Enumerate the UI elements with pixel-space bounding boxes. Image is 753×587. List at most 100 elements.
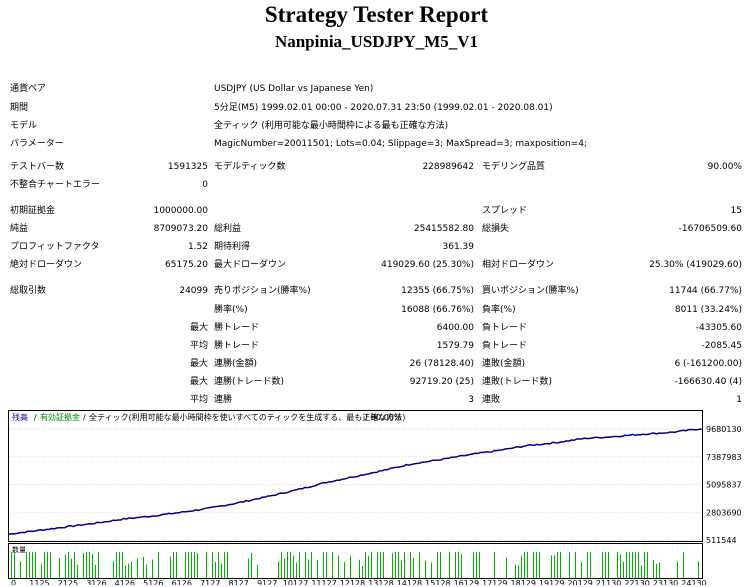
info-value-period: 5分足(M5) 1999.02.01 00:00 - 2020.07.31 23…: [214, 103, 553, 113]
volume-bar: [515, 564, 516, 578]
x-tick-label: 8127: [228, 579, 248, 585]
volume-bar: [128, 563, 129, 578]
volume-bar: [413, 557, 414, 578]
volume-bar: [602, 552, 603, 578]
volume-bar: [419, 552, 420, 578]
volume-bar: [590, 552, 591, 578]
volume-bar: [83, 553, 84, 578]
volume-bar: [494, 552, 495, 578]
balance-series-line: [8, 428, 703, 535]
volume-bar: [86, 552, 87, 578]
volume-bar: [251, 552, 252, 578]
x-tick-label: 14128: [397, 579, 422, 585]
volume-bar: [215, 561, 216, 578]
volume-bar: [461, 554, 462, 578]
x-tick-label: 16129: [454, 579, 479, 585]
volume-bar: [521, 556, 522, 578]
x-tick-label: 9127: [257, 579, 277, 585]
long-value: 11744 (66.77%): [669, 286, 742, 296]
expected-payoff-label: 期待利得: [214, 242, 251, 252]
total-trades-value: 24099: [179, 286, 208, 296]
avg-loss-trade-value: -2085.45: [701, 341, 742, 351]
x-tick-label: 11127: [311, 579, 336, 585]
volume-bar: [626, 552, 627, 578]
volume-bar: [632, 552, 633, 578]
total-trades-label: 総取引数: [10, 286, 47, 296]
volume-bar: [284, 558, 285, 578]
volume-bar: [224, 552, 225, 578]
volume-bar: [344, 562, 345, 578]
x-tick-label: 23130: [653, 579, 678, 585]
volume-bar: [68, 552, 69, 578]
info-value-parameters: MagicNumber=20011501; Lots=0.04; Slippag…: [214, 139, 587, 149]
volume-bar: [524, 552, 525, 578]
legend-quality: 90.00%: [371, 413, 402, 422]
volume-bar: [641, 565, 642, 578]
volume-bar: [536, 552, 537, 578]
volume-bar: [122, 552, 123, 578]
volume-bar: [89, 552, 90, 578]
x-tick-label: 1125: [29, 579, 49, 585]
expected-payoff-value: 361.39: [442, 242, 475, 252]
profit-factor-label: プロフィットファクタ: [10, 242, 100, 252]
volume-bar: [281, 552, 282, 578]
volume-bar: [623, 561, 624, 578]
volume-bar: [188, 552, 189, 578]
max-drawdown-value: 419029.60 (25.30%): [381, 260, 474, 270]
volume-bar: [218, 552, 219, 578]
volume-bar: [185, 552, 186, 578]
volume-bar: [59, 558, 60, 578]
volume-bar: [365, 552, 366, 578]
volume-bar: [71, 558, 72, 578]
volume-bar: [383, 552, 384, 578]
avg-cons-win-label: 連勝: [214, 395, 233, 405]
avg-word-2: 平均: [189, 395, 208, 405]
volume-bar: [170, 556, 171, 578]
legend-sep-2: /: [83, 413, 86, 422]
max-drawdown-label: 最大ドローダウン: [214, 260, 287, 270]
info-label-parameters: パラメーター: [10, 139, 64, 149]
volume-bar: [659, 562, 660, 578]
volume-bar: [47, 552, 48, 578]
volume-bar: [455, 552, 456, 578]
volume-bar: [305, 552, 306, 578]
volume-bar: [26, 552, 27, 578]
volume-bar: [359, 559, 360, 578]
volume-bar: [41, 564, 42, 578]
max-win-trade-value: 6400.00: [436, 323, 474, 333]
volume-bar: [152, 559, 153, 578]
ticks-value: 228989642: [422, 162, 474, 172]
short-value: 12355 (66.75%): [401, 286, 474, 296]
x-tick-label: 22130: [624, 579, 649, 585]
volume-bar: [125, 565, 126, 578]
volume-bar: [587, 552, 588, 578]
max-cons-win-label: 連勝(金額): [214, 359, 258, 369]
max-loss-trade-value: -43305.60: [695, 323, 742, 333]
avg-cons-win-value: 3: [468, 395, 474, 405]
volume-bar: [368, 556, 369, 578]
y-tick-label: 9680130: [706, 425, 742, 434]
volume-bar: [569, 552, 570, 578]
legend-equity: 有効証拠金: [40, 412, 80, 422]
x-tick-label: 19129: [539, 579, 564, 585]
volume-bar: [131, 561, 132, 578]
volume-bar: [77, 564, 78, 578]
volume-bar: [683, 552, 684, 578]
volume-bar: [362, 565, 363, 578]
volume-bar: [290, 552, 291, 578]
info-value-model: 全ティック (利用可能な最小時間枠による最も正確な方法): [214, 121, 449, 131]
x-tick-label: 10127: [283, 579, 308, 585]
x-tick-label: 7127: [200, 579, 220, 585]
volume-bar: [440, 552, 441, 578]
balance-chart-svg: 残高 / 有効証拠金 / 全ティック(利用可能な最小時間枠を使いすべてのティック…: [8, 410, 742, 585]
loss-rate-label: 負率(%): [482, 305, 516, 315]
legend-sep-3: /: [365, 413, 368, 422]
rel-drawdown-label: 相対ドローダウン: [482, 260, 555, 270]
volume-bar: [449, 552, 450, 578]
volume-bar: [539, 552, 540, 578]
legend-model: 全ティック(利用可能な最小時間枠を使いすべてのティックを生成する、最も正確な方法…: [89, 412, 405, 422]
volume-bar: [605, 552, 606, 578]
volume-bar: [506, 557, 507, 578]
report-subtitle: Nanpinia_USDJPY_M5_V1: [274, 32, 479, 51]
volume-bar: [644, 552, 645, 578]
